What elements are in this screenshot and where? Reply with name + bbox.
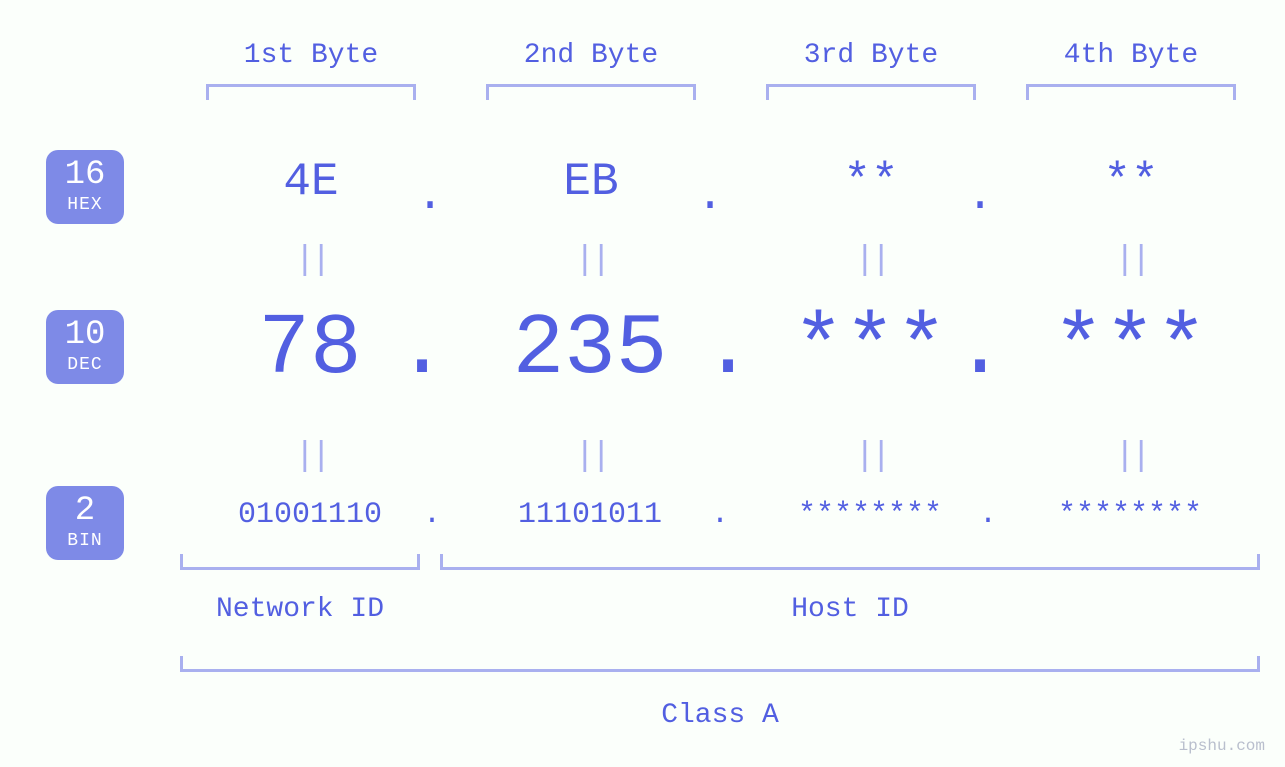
hex-dot-3: . <box>950 170 1010 222</box>
equals-icon: || <box>566 242 616 280</box>
byte-bracket-4 <box>1026 84 1236 100</box>
base-badge-hex: 16 HEX <box>46 150 124 224</box>
equals-icon: || <box>1106 242 1156 280</box>
network-id-bracket <box>180 554 420 570</box>
base-badge-num: 16 <box>46 158 124 192</box>
class-bracket <box>180 656 1260 672</box>
byte-header-1: 1st Byte <box>206 40 416 71</box>
base-badge-lbl: BIN <box>46 532 124 550</box>
byte-header-3: 3rd Byte <box>766 40 976 71</box>
host-id-label: Host ID <box>440 594 1260 625</box>
dec-byte-2: 235 <box>440 300 740 398</box>
byte-bracket-3 <box>766 84 976 100</box>
network-id-label: Network ID <box>180 594 420 625</box>
hex-dot-2: . <box>680 170 740 222</box>
bin-byte-3: ******** <box>740 498 1000 532</box>
equals-icon: || <box>566 438 616 476</box>
hex-byte-3: ** <box>766 156 976 208</box>
equals-icon: || <box>846 242 896 280</box>
hex-byte-4: ** <box>1026 156 1236 208</box>
bin-dot-1: . <box>412 498 452 532</box>
bin-byte-1: 01001110 <box>180 498 440 532</box>
base-badge-bin: 2 BIN <box>46 486 124 560</box>
byte-header-2: 2nd Byte <box>486 40 696 71</box>
base-badge-dec: 10 DEC <box>46 310 124 384</box>
equals-icon: || <box>1106 438 1156 476</box>
base-badge-lbl: HEX <box>46 196 124 214</box>
base-badge-lbl: DEC <box>46 356 124 374</box>
watermark: ipshu.com <box>1179 737 1265 755</box>
hex-byte-1: 4E <box>206 156 416 208</box>
byte-header-4: 4th Byte <box>1026 40 1236 71</box>
bin-byte-4: ******** <box>1000 498 1260 532</box>
byte-bracket-1 <box>206 84 416 100</box>
byte-bracket-2 <box>486 84 696 100</box>
hex-byte-2: EB <box>486 156 696 208</box>
class-label: Class A <box>180 700 1260 731</box>
equals-icon: || <box>286 438 336 476</box>
base-badge-num: 10 <box>46 318 124 352</box>
ip-bases-diagram: 1st Byte 2nd Byte 3rd Byte 4th Byte 16 H… <box>0 0 1285 767</box>
equals-icon: || <box>846 438 896 476</box>
bin-byte-2: 11101011 <box>460 498 720 532</box>
bin-dot-2: . <box>700 498 740 532</box>
hex-dot-1: . <box>400 170 460 222</box>
host-id-bracket <box>440 554 1260 570</box>
base-badge-num: 2 <box>46 494 124 528</box>
equals-icon: || <box>286 242 336 280</box>
dec-byte-4: *** <box>1000 300 1260 398</box>
